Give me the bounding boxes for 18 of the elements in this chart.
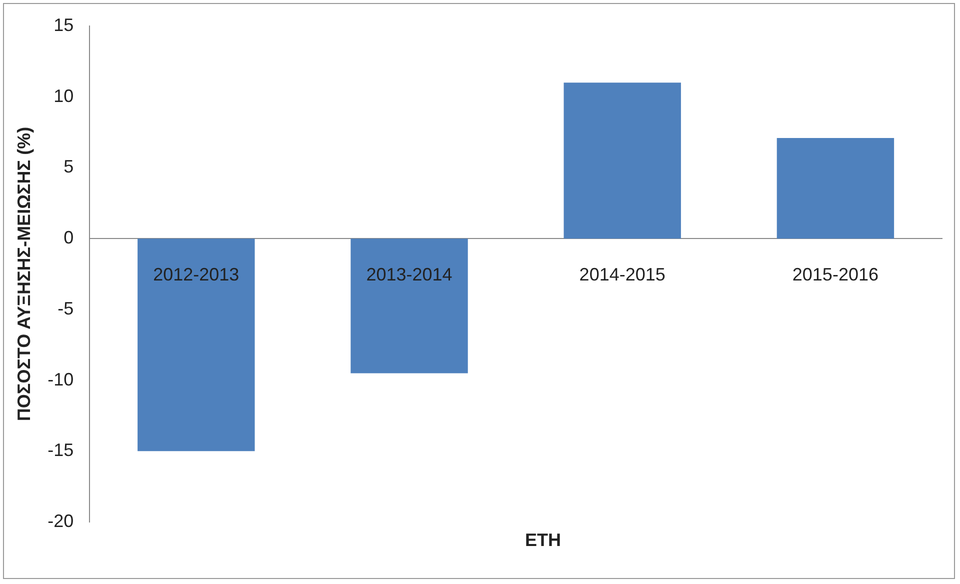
y-tick-label: -15 xyxy=(48,440,74,460)
x-tick-label: 2015-2016 xyxy=(792,264,878,285)
y-tick-label: -10 xyxy=(48,369,74,390)
y-tick-label: 10 xyxy=(54,86,74,106)
y-tick-label: 15 xyxy=(54,14,74,35)
bar xyxy=(350,238,468,374)
y-tick-label: 0 xyxy=(64,228,74,248)
bar xyxy=(138,238,255,452)
y-axis-title: ΠΟΣΟΣΤΟ ΑΥΞΗΣΗΣ-ΜΕΙΩΣΗΣ (%) xyxy=(14,126,34,422)
y-tick-label: -20 xyxy=(48,510,74,531)
x-tick-label: 2012-2013 xyxy=(153,264,240,285)
bar xyxy=(564,82,681,239)
x-tick-label: 2014-2015 xyxy=(579,264,666,285)
x-axis-title: ΕΤΗ xyxy=(524,530,562,551)
y-tick-label: 5 xyxy=(64,156,74,177)
y-tick-label: -5 xyxy=(58,298,74,318)
bar xyxy=(776,138,894,239)
x-tick-label: 2013-2014 xyxy=(366,264,452,285)
